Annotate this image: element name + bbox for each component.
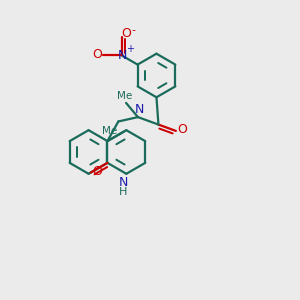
Text: H: H [119, 187, 128, 196]
Text: O: O [92, 165, 102, 178]
Text: Me: Me [102, 125, 117, 136]
Text: O: O [122, 27, 131, 40]
Text: O: O [92, 48, 102, 61]
Text: N: N [119, 176, 128, 189]
Text: Me: Me [117, 91, 133, 101]
Text: +: + [127, 44, 134, 54]
Text: N: N [134, 103, 144, 116]
Text: O: O [177, 123, 187, 136]
Text: N: N [118, 49, 127, 62]
Text: -: - [131, 25, 135, 35]
